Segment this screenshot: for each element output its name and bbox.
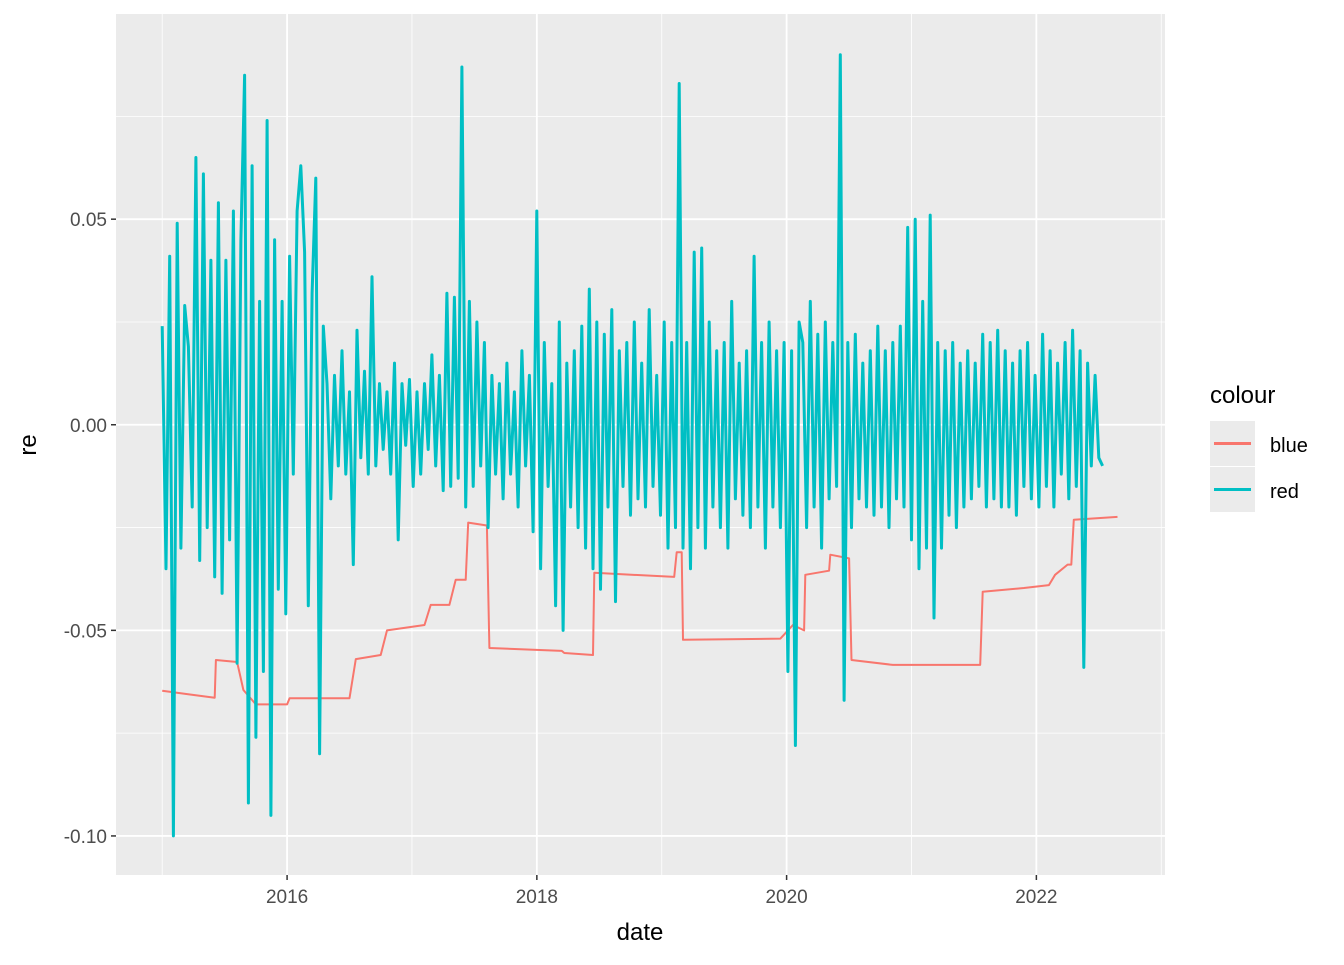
axes: 2016 2018 2020 2022 0.05 0.00 -0.05 -0.10	[64, 210, 1058, 908]
legend-label-blue: blue	[1270, 435, 1308, 457]
y-tick-label: -0.05	[64, 621, 107, 642]
y-tick-label: -0.10	[64, 827, 107, 848]
x-tick-label: 2018	[516, 887, 558, 908]
series-lines	[160, 53, 1118, 838]
x-axis-title: date	[617, 919, 664, 946]
y-tick-label: 0.00	[70, 416, 107, 437]
legend: colour blue red	[1210, 382, 1308, 512]
x-tick-label: 2016	[266, 887, 308, 908]
y-axis-title: re	[15, 434, 42, 455]
legend-title: colour	[1210, 382, 1275, 409]
legend-label-red: red	[1270, 481, 1299, 503]
series-line-red	[160, 53, 1104, 838]
y-tick-label: 0.05	[70, 210, 107, 231]
x-tick-label: 2020	[765, 887, 807, 908]
series-line-blue	[162, 515, 1118, 706]
x-tick-label: 2022	[1015, 887, 1057, 908]
